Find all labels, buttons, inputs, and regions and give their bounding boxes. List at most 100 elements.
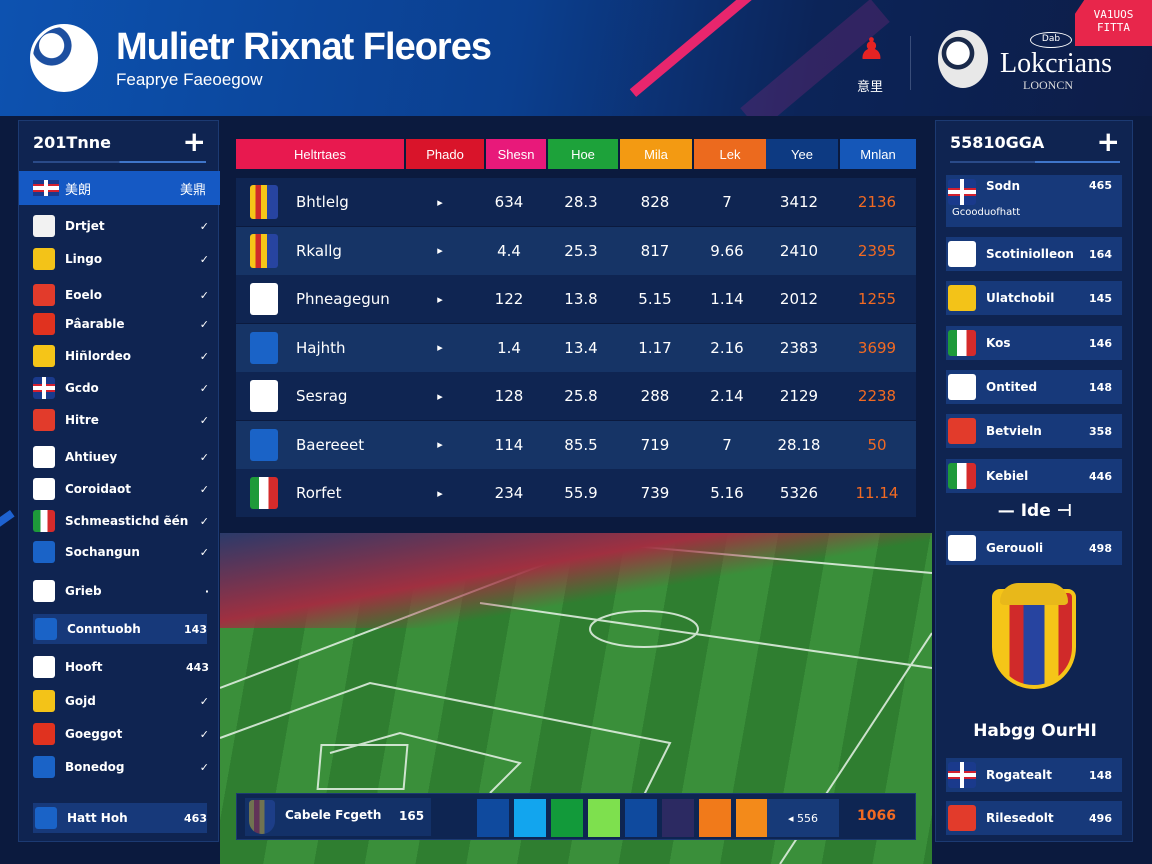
list-item[interactable]: Ahtiuey ✓ [33, 443, 209, 471]
table-row[interactable]: Phneagegun ▸ 122 13.8 5.15 1.14 2012 1255 [236, 275, 916, 323]
expand-arrow-icon[interactable]: ▸ [437, 341, 443, 354]
color-swatch[interactable] [588, 799, 620, 837]
left-panel-title: 201Tnne [33, 133, 111, 152]
list-item[interactable]: Hitre ✓ [33, 406, 209, 434]
expand-arrow-icon[interactable]: ▸ [437, 292, 443, 306]
list-item-value: ✓ [199, 545, 209, 559]
list-item-label: Pâarable [65, 317, 125, 331]
list-item[interactable]: Sochangun ✓ [33, 538, 209, 566]
table-cell: 55.9 [564, 484, 598, 502]
column-header[interactable]: Hoe [548, 139, 618, 169]
table-row[interactable]: Hajhth ▸ 1.4 13.4 1.17 2.16 2383 3699 [236, 323, 916, 372]
list-item[interactable]: Grieb · [33, 577, 209, 605]
highlight-cell: 3699 [857, 338, 897, 357]
crest-white-blue-icon [33, 656, 55, 678]
list-item-label: Goeggot [65, 727, 123, 741]
expand-arrow-icon[interactable]: ▸ [437, 195, 443, 209]
standing-card[interactable]: Gerouoli 498 [946, 531, 1122, 565]
add-button[interactable]: + [1096, 125, 1120, 158]
standing-value: 148 [1089, 380, 1112, 394]
column-header[interactable]: Shesn [486, 139, 546, 169]
list-item[interactable]: Hiñlordeo ✓ [33, 342, 209, 370]
color-swatch[interactable] [699, 799, 731, 837]
table-row[interactable]: Baereeet ▸ 114 85.5 719 7 28.18 50 [236, 420, 916, 469]
standing-card[interactable]: Sodn 465 Gcooduofhatt [946, 175, 1122, 227]
table-row[interactable]: Rkallg ▸ 4.4 25.3 817 9.66 2410 2395 [236, 226, 916, 275]
table-cell: 719 [640, 435, 670, 454]
corner-badge[interactable]: VA1UOS FITTA [1075, 0, 1152, 46]
crest-blue-icon [33, 541, 55, 563]
standing-card[interactable]: Rilesedolt 496 [946, 801, 1122, 835]
standing-card[interactable]: Kos 146 [946, 326, 1122, 360]
expand-arrow-icon[interactable]: ▸ [437, 244, 443, 257]
selected-item[interactable]: 美朗 美鼎 [19, 171, 220, 205]
bottom-team-value: 165 [399, 809, 425, 823]
list-item-value: ✓ [199, 219, 209, 233]
list-item[interactable]: Hooft 443 [33, 653, 209, 681]
standing-card[interactable]: Kebiel 446 [946, 459, 1122, 493]
color-swatch[interactable] [514, 799, 546, 837]
column-header[interactable]: Heltrtaes [236, 139, 404, 169]
standing-card[interactable]: Betvieln 358 [946, 414, 1122, 448]
column-header[interactable]: Phado [406, 139, 484, 169]
decor-stripe [629, 0, 767, 97]
crest-red-icon [33, 723, 55, 745]
list-item-value: ✓ [199, 482, 209, 496]
list-item[interactable]: Pâarable ✓ [33, 310, 209, 338]
highlight-cell: 2136 [857, 193, 897, 211]
table-cell: 13.4 [564, 338, 598, 357]
expand-arrow-icon[interactable]: ▸ [437, 438, 443, 451]
color-swatch[interactable] [477, 799, 509, 837]
table-cell: 7 [722, 193, 732, 211]
column-header[interactable]: Mnlan [840, 139, 916, 169]
color-swatch[interactable] [662, 799, 694, 837]
table-cell: 5.16 [710, 484, 744, 502]
list-item[interactable]: Gcdo ✓ [33, 374, 209, 402]
list-item[interactable]: Coroidaot ✓ [33, 475, 209, 503]
standing-card[interactable]: Rogatealt 148 [946, 758, 1122, 792]
list-item[interactable]: Drtjet ✓ [33, 212, 209, 240]
selected-value: 美鼎 [179, 182, 206, 198]
list-item[interactable]: Schmeastichd ẽén ✓ [33, 507, 209, 535]
standing-label: Kos [986, 336, 1011, 350]
team-name: Bhtlelg [296, 193, 349, 211]
crest-caption: Habgg OurHI [973, 721, 1097, 741]
brand-name: Lokcrians [1000, 48, 1112, 79]
table-cell: 25.3 [564, 241, 598, 260]
standing-card[interactable]: Scotiniolleon 164 [946, 237, 1122, 271]
right-panel-title: 55810GGA [950, 133, 1045, 152]
column-header[interactable]: Mila [620, 139, 692, 169]
table-row[interactable]: Bhtlelg ▸ 634 28.3 828 7 3412 2136 [236, 178, 916, 226]
table-cell: 288 [640, 387, 670, 405]
list-item-value: 143 [184, 622, 207, 636]
expand-arrow-icon[interactable]: ▸ [437, 486, 443, 500]
color-swatch[interactable] [736, 799, 768, 837]
list-item[interactable]: Gojd ✓ [33, 687, 209, 715]
table-row[interactable]: Rorfet ▸ 234 55.9 739 5.16 5326 11.14 [236, 469, 916, 517]
list-item-label: Grieb [65, 584, 102, 598]
person-icon[interactable]: ♟ [858, 32, 885, 67]
table-cell: 2012 [779, 290, 819, 308]
list-item[interactable]: Conntuobh 143 [33, 614, 207, 644]
highlight-cell: 50 [867, 435, 887, 454]
table-cell: 739 [640, 484, 670, 502]
list-item[interactable]: Goeggot ✓ [33, 720, 209, 748]
column-header[interactable]: Lek [694, 139, 766, 169]
standing-card[interactable]: Ontited 148 [946, 370, 1122, 404]
list-item-value: ✓ [199, 727, 209, 741]
list-item[interactable]: Eoelo ✓ [33, 281, 209, 309]
list-item[interactable]: Hatt Hoh 463 [33, 803, 207, 833]
list-item[interactable]: Lingo ✓ [33, 245, 209, 273]
italy-flag-icon [948, 330, 976, 356]
color-swatch[interactable] [551, 799, 583, 837]
table-cell: 2.16 [710, 338, 744, 357]
soccer-ball-logo-icon [30, 24, 98, 92]
list-item[interactable]: Bonedog ✓ [33, 753, 209, 781]
column-header[interactable]: Yee [766, 139, 838, 169]
table-row[interactable]: Sesrag ▸ 128 25.8 288 2.14 2129 2238 [236, 372, 916, 420]
divider [33, 161, 206, 163]
add-button[interactable]: + [182, 125, 206, 158]
expand-arrow-icon[interactable]: ▸ [437, 389, 443, 403]
color-swatch[interactable] [625, 799, 657, 837]
standing-card[interactable]: Ulatchobil 145 [946, 281, 1122, 315]
